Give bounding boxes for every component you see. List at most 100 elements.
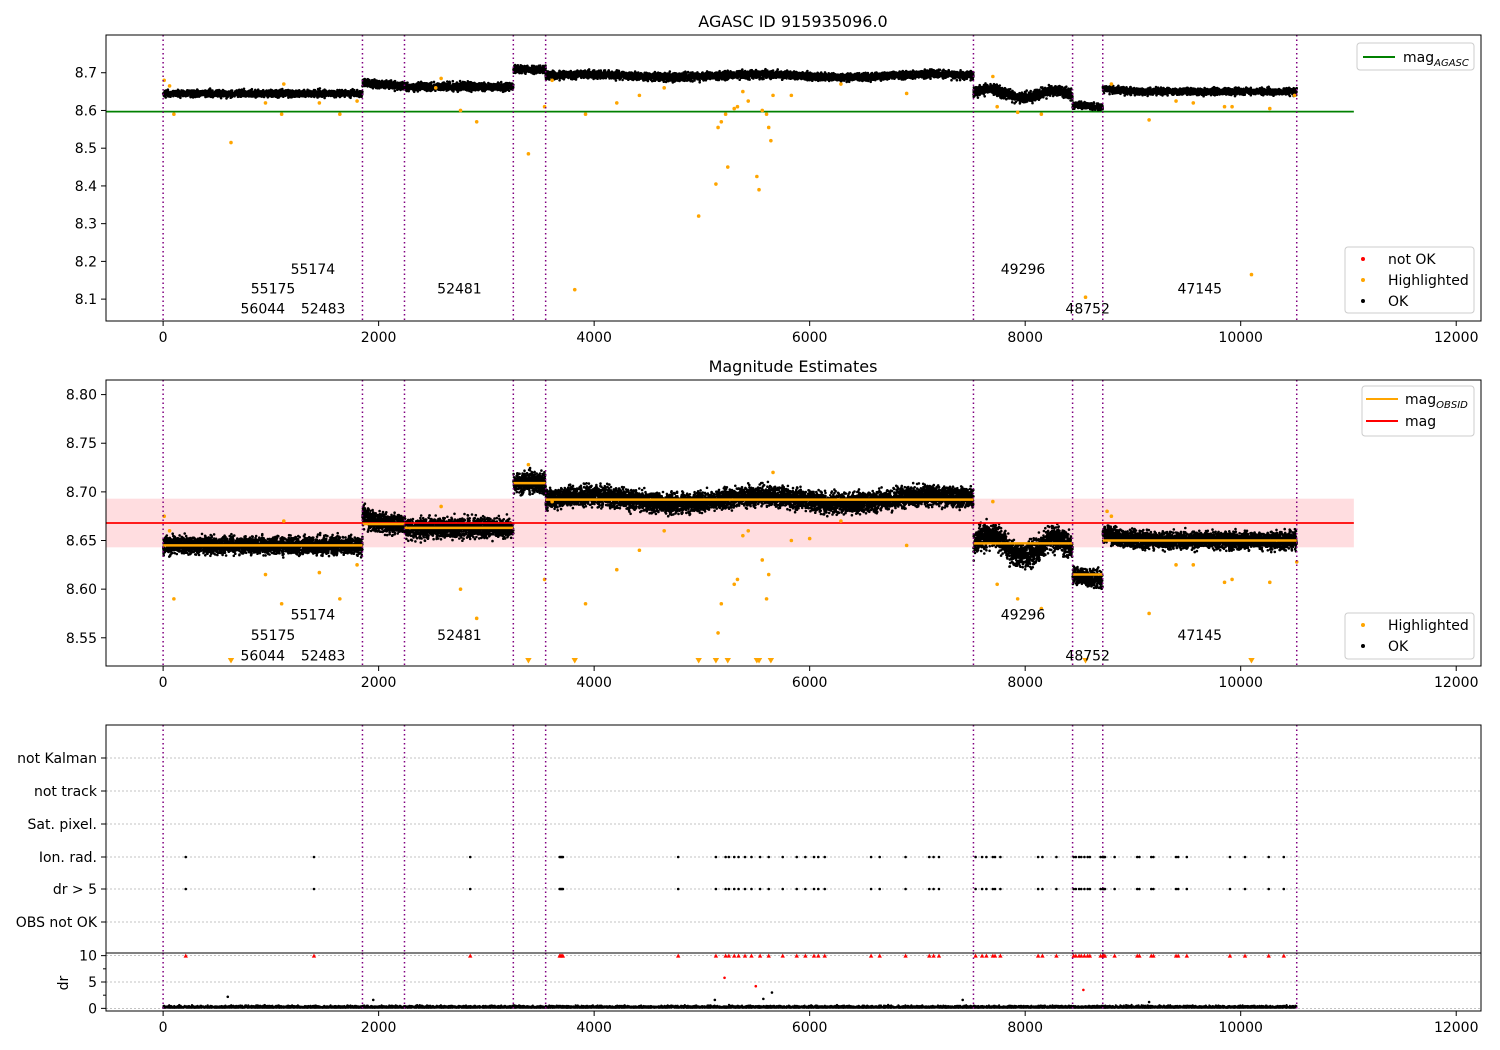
panel-3-category-label: OBS not OK (16, 915, 98, 931)
panel-1-highlighted-point (572, 287, 577, 292)
panel-3-axes: not Kalman not track Sat. pixel. Ion. rad. d… (16, 724, 1482, 954)
panel-3-flag-ion-rad (993, 855, 997, 859)
panel-3-flag-dr-gt-5 (1267, 887, 1271, 891)
panel-4-y-axis-label: dr (56, 975, 72, 990)
panel-4-dr-capped-marker (803, 953, 808, 958)
panel-2-legend-point-swatch (1361, 623, 1365, 627)
panel-1-highlighted-point (1039, 112, 1044, 117)
panel-3-flag-ion-rad (816, 855, 820, 859)
panel-4-dr-capped-marker (723, 953, 728, 958)
panel-4-dr-capped-marker (794, 953, 799, 958)
panel-1-highlighted-point (741, 89, 745, 94)
panel-3-flag-dr-gt-5 (1083, 887, 1086, 891)
panel-4-dr-capped-marker (1112, 953, 1117, 958)
panel-2-highlighted-point (583, 601, 588, 606)
panel-1-obsid-label: 47145 (1177, 282, 1222, 298)
panel-3-flag-ion-rad (1152, 855, 1155, 859)
panel-2-obsid-label: 55174 (291, 607, 336, 623)
panel-1-highlighted-point (839, 82, 843, 86)
panel-2-highlighted-point (839, 519, 843, 523)
panel-2-x-tick-label: 10000 (1218, 675, 1263, 691)
panel-4-dr-capped-marker (1087, 953, 1093, 958)
panel-4-dr-capped-marker (1040, 953, 1045, 958)
panel-4-axes: 0 2000 4000 6000 8000 10000 12000 0 5 10 (79, 949, 1482, 1036)
panel-3-flag-ion-rad (904, 855, 907, 859)
panel-3-flag-ion-rad (869, 855, 873, 859)
panel-4-dr-capped-marker (903, 953, 908, 958)
panel-2-highlighted-point (719, 601, 724, 606)
panel-1-highlighted-point (458, 108, 463, 113)
panel-4-dr-capped-marker (732, 953, 737, 958)
panel-2-axes: 0 2000 4000 6000 8000 10000 12000 8.55 8.60 8.65 8… (66, 379, 1482, 691)
panel-3-flag-dr-gt-5 (758, 887, 762, 891)
panel-2-highlighted-point (662, 528, 666, 533)
panel-3-flag-ion-rad (732, 855, 736, 859)
panel-2-highlighted-point (263, 572, 268, 577)
panel-3-flag-ion-rad (1135, 855, 1139, 859)
panel-4-marks (162, 953, 1298, 1011)
panel-3-flag-ion-rad (795, 855, 799, 859)
panel-3-flag-dr-gt-5 (767, 887, 771, 891)
panel-3-flag-dr-gt-5 (1088, 887, 1092, 891)
panel-3-flag-dr-gt-5 (932, 887, 935, 891)
panel-3-flag-dr-gt-5 (1185, 887, 1189, 891)
panel-2-highlighted-point (317, 570, 322, 575)
panel-3-flag-ion-rad (1041, 855, 1044, 859)
panel-4-dr-capped-marker (1151, 953, 1156, 958)
panel-1-highlighted-point (725, 165, 730, 169)
panel-1-obsid-label: 56044 (241, 302, 286, 318)
panel-3-flag-dr-gt-5 (737, 887, 740, 891)
panel-2-below-range-marker (227, 658, 235, 664)
panel-3-flag-dr-gt-5 (816, 887, 820, 891)
panel-3-flag-dr-gt-5 (974, 887, 977, 891)
panel-1-obsid-label: 55175 (251, 282, 296, 298)
panel-3-flag-ion-rad (1149, 855, 1153, 859)
panel-3-flag-dr-gt-5 (1041, 887, 1044, 891)
panel-4-dr-capped-marker (1184, 953, 1190, 958)
panel-1-legend-point-label: not OK (1388, 252, 1436, 268)
panel-1-legend-point-swatch (1361, 257, 1365, 261)
panel-4-dr-capped-marker (816, 953, 821, 958)
panel-4-dr-capped-marker (1102, 953, 1108, 958)
panel-2-obsid-label: 48752 (1065, 648, 1110, 664)
panel-3-flag-ion-rad (999, 855, 1002, 859)
panel-3-flag-dr-gt-5 (561, 887, 565, 891)
panel-3-flag-ion-rad (1088, 855, 1092, 859)
panel-2-y-tick-label: 8.65 (66, 534, 97, 550)
panel-1-highlighted-point (550, 78, 554, 83)
panel-4-dr-outlier (754, 984, 758, 988)
panel-1-highlighted-point (719, 119, 724, 124)
panel-3-flag-dr-gt-5 (727, 887, 731, 891)
panel-3-flag-dr-gt-5 (869, 887, 873, 891)
panel-2-highlighted-point (1174, 563, 1178, 567)
panel-4-dr-capped-marker (468, 953, 473, 958)
panel-2-below-range-marker (724, 658, 731, 664)
panel-3-flag-ion-rad (781, 855, 785, 859)
panel-1-legend-line-label-sub: AGASC (1433, 58, 1469, 69)
panel-3-flag-dr-gt-5 (1138, 887, 1141, 891)
panel-1-legend-point-swatch (1361, 278, 1365, 282)
panel-1-highlighted-point (1083, 295, 1088, 300)
panel-4-dr-outlier (961, 998, 964, 1002)
panel-2-highlighted-point (1230, 577, 1234, 582)
panel-4-dr-capped-marker (973, 953, 978, 958)
panel-1-point-legend-box (1344, 246, 1475, 314)
panel-2-highlighted-point (1222, 580, 1227, 585)
panel-1-highlighted-point (723, 112, 728, 117)
panel-1-highlighted-point (716, 125, 720, 130)
panel-1-highlighted-point (614, 101, 619, 105)
panel-4-dr-outlier (226, 995, 230, 999)
panel-1-highlighted-point (637, 93, 642, 98)
panel-1-line-legend-box (1356, 42, 1475, 71)
panel-1-axes: 0 2000 4000 6000 8000 10000 12000 8.1 8.2 8.3 8.4 8… (75, 34, 1482, 346)
panel-1-y-tick-label: 8.4 (75, 179, 97, 195)
panel-2-y-tick-label: 8.80 (66, 388, 97, 404)
panel-4-dr-capped-marker (822, 953, 827, 958)
panel-3-flag-dr-gt-5 (1099, 887, 1102, 891)
panel-4-dr-capped-marker (1242, 953, 1248, 958)
panel-2-highlighted-point (355, 563, 359, 567)
panel-3-flag-ion-rad (1176, 855, 1180, 859)
panel-4-dr-capped-marker (931, 953, 936, 958)
panel-3-flag-ion-rad (468, 855, 472, 859)
